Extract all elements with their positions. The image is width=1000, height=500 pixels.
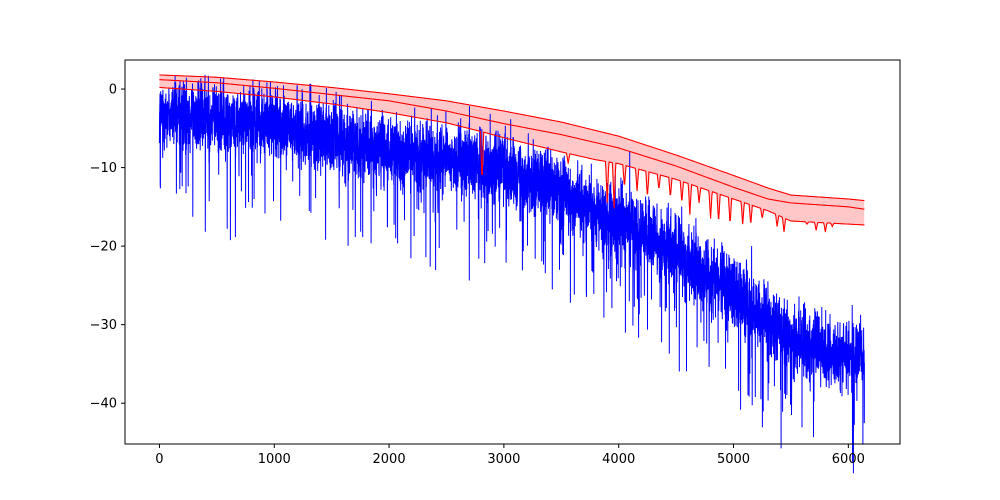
x-tick-label: 6000 xyxy=(832,452,865,467)
y-tick-label: −30 xyxy=(90,318,117,333)
series-layer xyxy=(158,74,865,474)
confidence-band xyxy=(159,74,865,231)
band-fill xyxy=(159,74,865,231)
series-red-lower-line xyxy=(159,86,865,233)
x-tick-label: 0 xyxy=(155,452,163,467)
y-tick-label: −40 xyxy=(90,397,117,412)
series-red-upper-line xyxy=(159,74,865,202)
x-tick-label: 4000 xyxy=(602,452,635,467)
plot-frame xyxy=(124,59,901,445)
x-tick-label: 5000 xyxy=(717,452,750,467)
series-blue-line xyxy=(158,74,865,474)
x-axis: 0 1000 2000 3000 4000 5000 6000 xyxy=(155,444,865,467)
y-tick-label: −20 xyxy=(90,240,117,255)
y-tick-label: 0 xyxy=(109,83,117,98)
x-tick-label: 2000 xyxy=(373,452,406,467)
series-red-middle-line xyxy=(159,79,865,210)
x-tick-label: 3000 xyxy=(487,452,520,467)
x-tick-label: 1000 xyxy=(258,452,291,467)
y-tick-label: −10 xyxy=(90,161,117,176)
y-axis: 0 −10 −20 −30 −40 xyxy=(90,83,125,412)
